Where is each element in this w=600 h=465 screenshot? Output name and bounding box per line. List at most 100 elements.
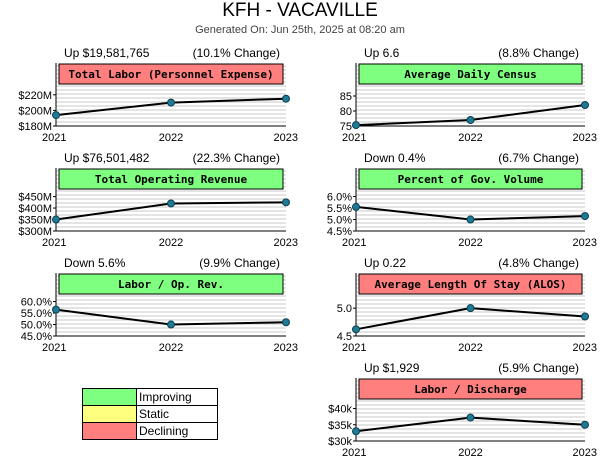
y-tick-label: $400M [18, 203, 52, 215]
y-tick-label: 75 [340, 121, 352, 133]
legend-row-declining: Declining [82, 422, 218, 440]
chart-pct-change: (9.9% Change) [199, 256, 280, 270]
chart-pct-change: (10.1% Change) [193, 46, 280, 60]
chart-change-label: Up $76,501,482 [64, 151, 150, 165]
legend-swatch-declining [82, 422, 137, 440]
chart-pct-change: (5.9% Change) [498, 361, 579, 375]
chart-change-label: Up $1,929 [364, 361, 420, 375]
chart-title: Percent of Gov. Volume [398, 173, 544, 186]
chart-change-label: Up 6.6 [364, 46, 400, 60]
data-point [52, 111, 60, 120]
x-tick-label: 2021 [342, 237, 366, 249]
chart-title-box [58, 63, 284, 85]
legend-swatch-static [82, 405, 137, 423]
chart-pct-change: (6.7% Change) [498, 151, 579, 165]
y-tick-label: 60.0% [21, 297, 52, 309]
y-tick-label: $40k [328, 404, 352, 416]
chart-panel-3: Up $76,501,482 (22.3% Change) Total Operat… [18, 151, 298, 249]
chart-title-box [358, 378, 583, 400]
chart-pct-change: (22.3% Change) [193, 151, 280, 165]
data-point [167, 98, 175, 107]
chart-title: Total Labor (Personnel Expense) [68, 68, 273, 81]
y-tick-label: 50.0% [21, 320, 52, 332]
chart-change-label: Up $19,581,765 [64, 46, 150, 60]
x-tick-label: 2022 [458, 132, 482, 144]
x-tick-label: 2021 [42, 342, 66, 354]
legend-label-improving: Improving [136, 388, 218, 406]
chart-title: Total Operating Revenue [95, 173, 248, 186]
y-tick-label: 5.5% [327, 203, 352, 215]
chart-title-box [358, 168, 583, 190]
data-point [167, 320, 175, 329]
legend-row-improving: Improving [82, 388, 218, 406]
y-tick-label: 5.0 [337, 303, 352, 315]
chart-change-label: Up 0.22 [364, 256, 406, 270]
chart-panel-4: Down 0.4% (6.7% Change) Percent of Gov. Vo… [327, 151, 597, 249]
x-tick-label: 2023 [274, 237, 298, 249]
x-tick-label: 2021 [342, 447, 366, 459]
data-point [167, 199, 175, 208]
chart-title: Labor / Discharge [414, 383, 527, 396]
y-tick-label: $30k [328, 436, 352, 448]
x-tick-label: 2022 [159, 237, 183, 249]
y-tick-label: 80 [340, 106, 352, 118]
data-point [581, 420, 589, 429]
data-point [352, 427, 360, 436]
chart-title: Average Length Of Stay (ALOS) [374, 278, 566, 291]
y-tick-label: $180M [18, 121, 52, 133]
data-point [352, 325, 360, 334]
x-tick-label: 2022 [159, 132, 183, 144]
x-tick-label: 2023 [573, 237, 597, 249]
x-tick-label: 2023 [573, 342, 597, 354]
data-point [282, 318, 290, 327]
y-tick-label: $220M [18, 90, 52, 102]
chart-change-label: Down 0.4% [364, 151, 426, 165]
data-point [52, 215, 60, 224]
data-point [466, 215, 475, 224]
data-point [581, 101, 589, 109]
x-tick-label: 2023 [573, 132, 597, 144]
y-tick-label: 85 [340, 91, 352, 103]
x-tick-label: 2022 [458, 342, 482, 354]
chart-pct-change: (8.8% Change) [498, 46, 579, 60]
y-tick-label: 4.5% [327, 226, 352, 238]
legend-label-static: Static [136, 405, 218, 423]
x-tick-label: 2023 [274, 132, 298, 144]
data-point [466, 304, 475, 313]
x-tick-label: 2021 [42, 237, 66, 249]
page-title: KFH - VACAVILLE [222, 0, 378, 21]
chart-pct-change: (4.8% Change) [498, 256, 579, 270]
chart-title: Labor / Op. Rev. [118, 278, 224, 291]
chart-panel-2: Up 6.6 (8.8% Change) Average Daily Census 8… [340, 46, 597, 144]
data-point [466, 413, 475, 422]
data-point [282, 94, 290, 103]
x-tick-label: 2023 [274, 342, 298, 354]
chart-change-label: Down 5.6% [64, 256, 126, 270]
y-tick-label: 55.0% [21, 308, 52, 320]
chart-panel-1: Up $19,581,765 (10.1% Change) Total Labor … [18, 46, 298, 144]
x-tick-label: 2021 [42, 132, 66, 144]
x-tick-label: 2022 [458, 237, 482, 249]
chart-panel-5: Down 5.6% (9.9% Change) Labor / Op. Rev. 60… [21, 256, 298, 354]
y-tick-label: $450M [18, 192, 52, 204]
data-point [581, 312, 589, 321]
y-tick-label: 4.5 [337, 331, 352, 343]
legend-label-declining: Declining [136, 422, 218, 440]
y-tick-label: $350M [18, 215, 52, 227]
chart-title-box [358, 63, 583, 85]
x-tick-label: 2021 [342, 132, 366, 144]
data-point [581, 212, 589, 221]
x-tick-label: 2022 [159, 342, 183, 354]
x-tick-label: 2022 [458, 447, 482, 459]
x-tick-label: 2023 [573, 447, 597, 459]
y-tick-label: $200M [18, 105, 52, 117]
chart-title-box [58, 273, 284, 295]
chart-title-box [358, 273, 583, 295]
y-tick-label: 45.0% [21, 331, 52, 343]
data-point [282, 198, 290, 207]
generated-timestamp: Generated On: Jun 25th, 2025 at 08:20 am [195, 24, 405, 36]
legend-swatch-improving [82, 388, 137, 406]
data-point [52, 305, 60, 314]
legend-row-static: Static [82, 405, 218, 423]
